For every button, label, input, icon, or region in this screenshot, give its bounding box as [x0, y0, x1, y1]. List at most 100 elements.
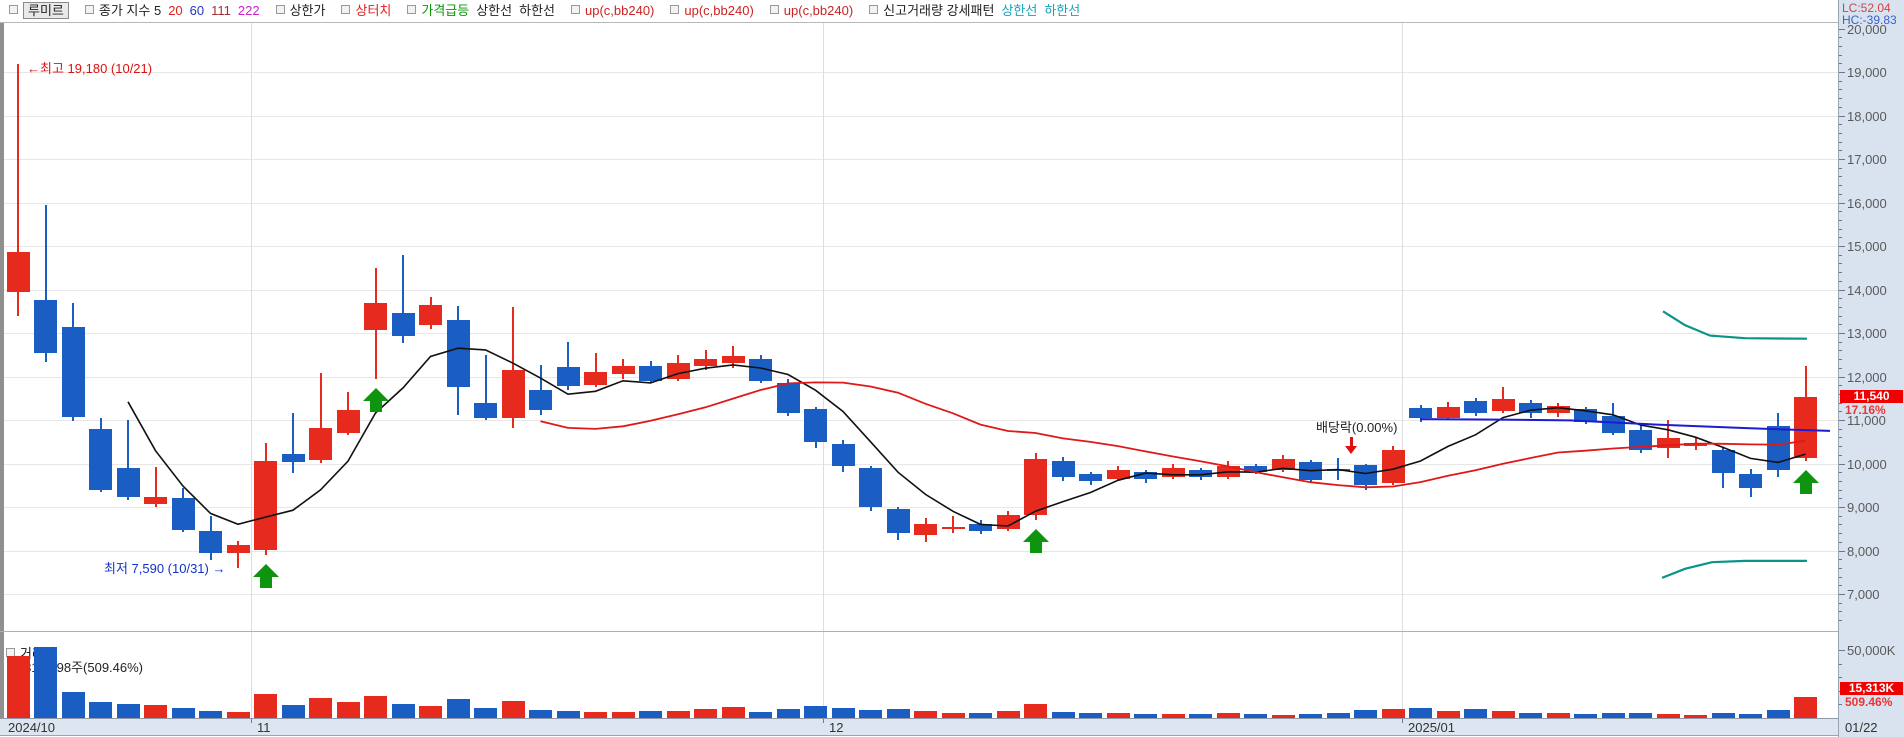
volume-bar — [1161, 714, 1185, 718]
axis-minor-tick — [1839, 54, 1842, 56]
volume-bar — [1491, 711, 1515, 718]
candle-body — [804, 409, 827, 442]
toolbar-label: 상터치 — [355, 3, 392, 18]
grid-line-month — [251, 23, 252, 718]
axis-minor-tick — [1839, 472, 1842, 474]
annotation-high-text: 최고 19,180 (10/21) — [40, 61, 153, 76]
chart-plot-area[interactable]: ←최고 19,180 (10/21) 최저 7,590 (10/31) → 배당… — [0, 22, 1838, 734]
volume-bar — [199, 710, 222, 718]
toolbar-item-4[interactable]: 가격급등 상한선 하한선 — [407, 0, 562, 21]
axis-minor-tick — [1839, 280, 1842, 282]
current-volume-change-pct: 509.46% — [1845, 695, 1893, 709]
candle-body — [1299, 462, 1322, 481]
volume-bar — [1051, 711, 1075, 718]
volume-bar — [1381, 709, 1405, 718]
axis-minor-tick — [1839, 132, 1842, 134]
annotation-high: ←최고 19,180 (10/21) — [27, 58, 152, 77]
candle-body — [171, 498, 195, 531]
checkbox-icon[interactable] — [275, 5, 285, 14]
axis-tick — [1839, 463, 1845, 465]
candle-body — [1519, 402, 1542, 414]
axis-tick — [1839, 115, 1845, 117]
candle-body — [89, 429, 112, 491]
checkbox-icon[interactable] — [869, 5, 879, 14]
checkbox-icon[interactable] — [571, 5, 580, 14]
green-up-arrow-icon — [1022, 529, 1049, 554]
date-axis-label: 2024/10 — [8, 720, 55, 735]
volume-bar — [364, 695, 387, 718]
volume-bar — [914, 710, 937, 718]
candle-body — [61, 326, 85, 417]
volume-bar — [666, 710, 690, 718]
toolbar-item-7[interactable]: up(c,bb240) — [769, 0, 860, 21]
axis-minor-tick — [1839, 541, 1842, 543]
axis-minor-tick — [1839, 576, 1842, 578]
axis-minor-tick — [1839, 306, 1842, 308]
price-axis-label: 13,000 — [1847, 326, 1887, 341]
axis-minor-tick — [1839, 45, 1842, 47]
toolbar-item-6[interactable]: up(c,bb240) — [670, 0, 760, 21]
axis-tick — [1839, 550, 1845, 552]
candle-body — [1354, 465, 1377, 486]
volume-bar — [1106, 713, 1130, 718]
axis-minor-tick — [1839, 237, 1842, 239]
axis-minor-tick — [1839, 263, 1842, 265]
toolbar-item-2[interactable]: 상한가 — [275, 0, 333, 21]
candle-body — [776, 383, 800, 414]
candle-body — [584, 372, 607, 386]
volume-bar — [1739, 714, 1762, 718]
toolbar-item-8[interactable]: 신고거래량 강세패턴 상한선 하한선 — [869, 0, 1087, 21]
candle-body — [694, 359, 717, 366]
grid-line-h — [4, 507, 1838, 508]
date-axis-label: 2025/01 — [1408, 720, 1455, 735]
toolbar-item-5[interactable]: up(c,bb240) — [571, 0, 661, 21]
axis-minor-tick — [1839, 446, 1842, 448]
candle-body — [1189, 470, 1212, 477]
checkbox-icon[interactable] — [84, 5, 94, 14]
toolbar-label: up(c,bb240) — [585, 3, 655, 18]
candle-body — [1766, 426, 1790, 470]
toolbar-item-1[interactable]: 종가 지수 5 20 60 111 222 — [84, 0, 267, 21]
checkbox-icon[interactable] — [769, 5, 779, 14]
axis-minor-tick — [1839, 167, 1842, 169]
price-axis-label: 15,000 — [1847, 239, 1887, 254]
volume-bar — [89, 702, 112, 718]
price-axis-label: 8,000 — [1847, 543, 1880, 559]
volume-bar — [529, 709, 552, 718]
toolbar-item-0[interactable]: 루미르 — [9, 0, 76, 21]
volume-axis-tick — [1839, 663, 1842, 665]
candle-body — [1326, 469, 1350, 472]
candle-wick — [952, 515, 954, 534]
checkbox-icon[interactable] — [670, 5, 680, 14]
volume-bar — [1656, 714, 1680, 718]
toolbar-label: 111 — [211, 3, 231, 18]
candle-body — [1491, 399, 1515, 412]
price-axis[interactable]: LC:52.04 HC:-39.83 11,540 17.16% 15,313K… — [1838, 0, 1904, 737]
candle-body — [721, 355, 745, 364]
toolbar-item-3[interactable]: 상터치 — [341, 0, 398, 21]
volume-bar — [1684, 714, 1707, 718]
candle-wick — [17, 64, 19, 316]
price-axis-label: 14,000 — [1847, 282, 1887, 298]
axis-minor-tick — [1839, 620, 1842, 622]
grid-line-h — [4, 115, 1838, 117]
candle-body — [226, 544, 250, 554]
volume-axis-tick — [1839, 650, 1845, 651]
candle-body — [1546, 406, 1570, 414]
axis-tick — [1839, 28, 1845, 30]
volume-bar — [6, 656, 30, 718]
annotation-low-text: 최저 7,590 (10/31) — [104, 561, 209, 576]
date-axis[interactable]: 2024/10 11 12 2025/01 — [0, 718, 1838, 736]
checkbox-icon[interactable] — [407, 5, 417, 14]
down-arrow-icon — [1345, 437, 1357, 454]
axis-minor-tick — [1839, 98, 1842, 100]
candle-body — [1464, 401, 1487, 414]
checkbox-icon[interactable] — [9, 5, 18, 14]
candle-body — [969, 524, 992, 531]
toolbar-label: 루미르 — [23, 2, 69, 19]
checkbox-icon[interactable] — [341, 5, 351, 14]
ma5-line — [127, 347, 1806, 527]
axis-minor-tick — [1839, 350, 1842, 352]
axis-minor-tick — [1839, 176, 1842, 178]
volume-bar — [501, 701, 525, 718]
